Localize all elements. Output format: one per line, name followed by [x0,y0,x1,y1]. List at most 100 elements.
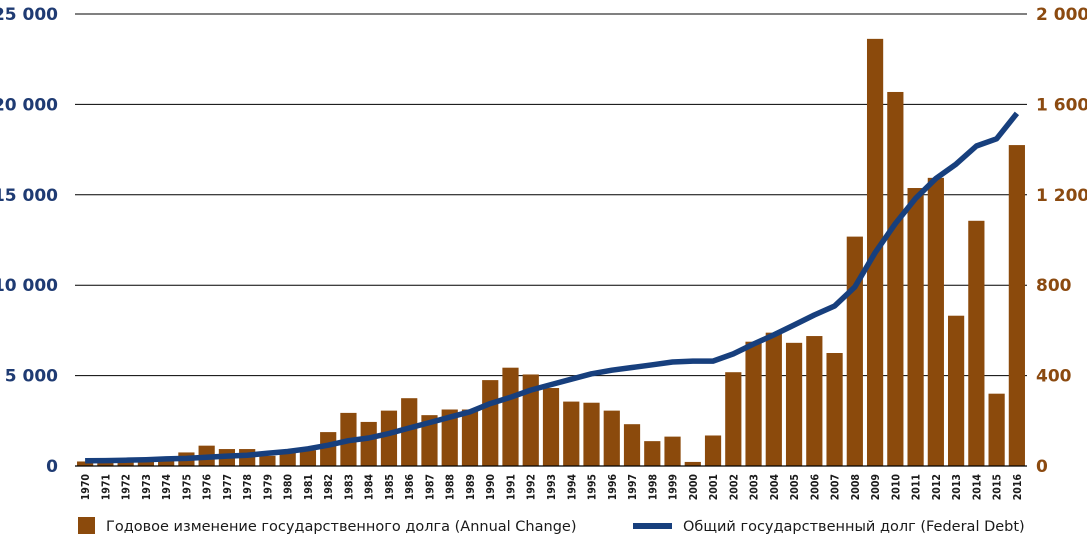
x-tick-label: 2001 [708,474,720,500]
x-tick-label: 1973 [141,474,153,500]
bar [623,424,641,466]
bar [482,380,499,466]
bar [77,461,94,466]
x-tick-label: 1994 [566,474,578,501]
line-series [85,111,1020,464]
x-tick-label: 1992 [526,474,538,500]
x-tick-label: 2003 [749,474,761,500]
x-tick-label: 2009 [870,474,882,500]
x-tick-label: 1989 [465,474,477,500]
x-tick-label: 1998 [647,474,659,500]
x-tick-label: 2010 [890,474,902,501]
bar [441,409,458,466]
x-tick-label: 1972 [121,474,133,500]
bar [644,441,661,466]
bar [806,336,823,466]
bar [583,402,600,466]
bar [846,236,863,466]
x-tick-label: 1981 [303,474,315,500]
y-right-tick-label: 2 000 [1036,5,1087,25]
y-left-tick-label: 0 [46,457,58,477]
x-tick-label: 2006 [809,474,821,501]
bar [704,435,722,466]
bar [988,393,1005,466]
debt-line [85,111,1020,464]
y-right-tick-label: 1 200 [1036,186,1087,206]
bar [117,460,134,466]
bar-series [77,38,1025,467]
bar [380,410,398,466]
legend-bar-label: Годовое изменение государственного долга… [106,519,576,535]
bar [502,367,519,466]
x-tick-label: 1996 [607,474,619,501]
x-tick-label: 1988 [445,474,457,500]
bar [968,220,985,466]
bar [725,372,742,466]
legend-line-label: Общий государственный долг (Federal Debt… [683,519,1025,535]
x-tick-label: 2007 [830,474,842,500]
bar [401,398,418,466]
x-tick-label: 2012 [931,474,943,500]
x-tick-label: 1995 [587,474,599,500]
bar [907,188,924,466]
bar [158,459,175,466]
x-tick-label: 1971 [100,474,112,500]
x-tick-label: 1985 [384,474,396,500]
bar [259,455,276,466]
y-left-tick-label: 15 000 [0,186,58,206]
bar [664,436,681,466]
x-tick-label: 2011 [911,474,923,500]
x-tick-label: 1977 [222,474,234,500]
x-tick-label: 2000 [688,474,700,501]
x-tick-label: 2015 [992,474,1004,500]
x-tick-label: 2005 [789,474,801,500]
bar [299,450,317,466]
bar [745,341,762,466]
y-right-tick-label: 800 [1036,276,1072,296]
x-tick-label: 1990 [485,474,497,501]
x-tick-label: 1982 [323,474,335,500]
bar [948,315,965,466]
x-tick-label: 2002 [728,474,740,500]
x-tick-label: 2014 [971,474,983,501]
legend: Годовое изменение государственного долга… [78,517,1025,535]
y-left-tick-label: 20 000 [0,95,58,115]
x-tick-label: 1970 [80,474,92,501]
axes: 0 5 000 10 000 15 000 20 000 25 000 0 400 800 1 2… [0,5,1087,500]
y-right-tick-label: 400 [1036,367,1072,387]
bar [927,177,944,466]
x-tick-label: 2004 [769,474,781,501]
bar [542,388,560,466]
x-tick-label: 1997 [627,474,639,500]
bar [137,459,154,466]
bar [826,353,843,466]
bar [563,401,580,466]
grid-lines [75,13,1027,377]
bar [765,332,782,466]
y-left-tick-label: 5 000 [5,367,58,387]
x-tick-label: 1984 [364,474,376,501]
legend-bar-swatch [78,517,95,534]
x-tick-label: 2016 [1012,474,1024,501]
bar [522,374,539,466]
y-left-tick-label: 25 000 [0,5,58,25]
x-tick-label: 2008 [850,474,862,500]
x-tick-label: 1980 [283,474,295,501]
bar [320,432,337,466]
bar [887,91,904,466]
y-left-tick-label: 10 000 [0,276,58,296]
x-tick-label: 1975 [181,474,193,500]
x-tick-label: 1974 [161,474,173,501]
bar [684,461,701,466]
x-tick-label: 1987 [424,474,436,500]
x-tick-label: 2013 [951,474,963,500]
bar [603,410,620,466]
bar [785,342,803,466]
x-tick-label: 1983 [343,474,355,500]
x-tick-label: 1993 [546,474,558,500]
bar [461,409,479,466]
y-right-tick-label: 0 [1036,457,1048,477]
x-tick-label: 1978 [242,474,254,500]
